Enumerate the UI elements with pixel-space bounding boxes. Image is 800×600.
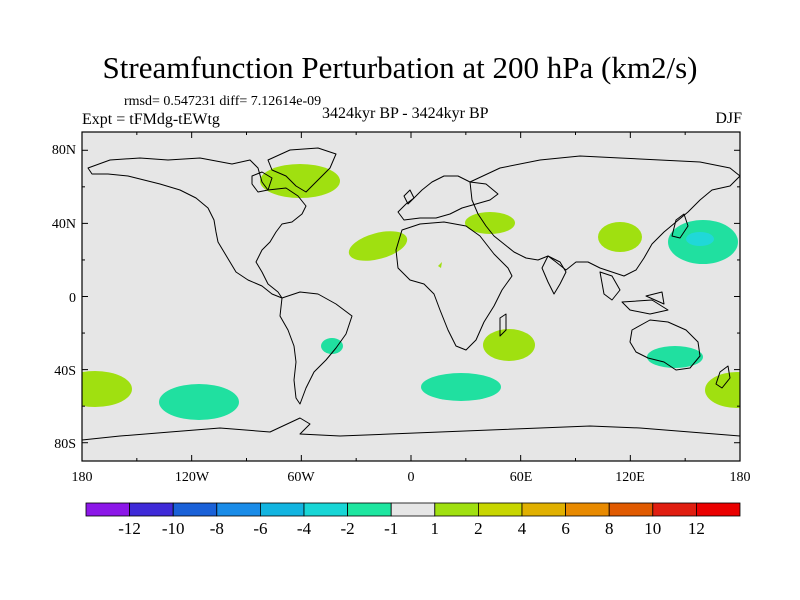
colorbar-label: -8 — [210, 519, 224, 538]
lon-label-60e: 60E — [510, 470, 533, 485]
anomaly-south-pacific-west — [82, 371, 132, 407]
coast-uk — [403, 189, 415, 205]
lat-label-0: 0 — [69, 291, 76, 306]
coast-madagascar — [499, 313, 507, 337]
colorbar-label: 12 — [688, 519, 705, 538]
lon-label-0: 0 — [408, 470, 415, 485]
colorbar-label: 8 — [605, 519, 614, 538]
anomaly-north-atlantic — [348, 231, 408, 261]
experiment-label: Expt = tFMdg-tEWtg — [82, 111, 220, 128]
anomaly-south-atlantic-coast — [321, 338, 343, 354]
colorbar-swatch — [259, 502, 305, 517]
anomaly-south-atlantic — [421, 373, 501, 401]
colorbar-swatch — [696, 502, 741, 517]
lat-label-80s: 80S — [54, 437, 76, 452]
coast-north-america — [87, 157, 307, 299]
season-label: DJF — [715, 110, 742, 127]
colorbar-swatch — [85, 502, 130, 517]
colorbar-label: 1 — [431, 519, 440, 538]
coast-asia — [469, 155, 740, 277]
colorbar-swatch — [347, 502, 392, 517]
lat-label-80n: 80N — [52, 143, 76, 158]
lon-label-120e: 120E — [615, 470, 645, 485]
colorbar-label: -4 — [297, 519, 312, 538]
coast-south-america — [279, 291, 353, 405]
colorbar-swatch — [129, 502, 174, 517]
coast-africa — [395, 221, 513, 351]
colorbar-swatch — [303, 502, 348, 517]
colorbar-swatch — [521, 502, 566, 517]
plot-title: Streamfunction Perturbation at 200 hPa (… — [102, 50, 698, 85]
anomaly-sw-indian — [483, 329, 535, 361]
lon-label-120w: 120W — [175, 470, 210, 485]
lat-label-40s: 40S — [54, 364, 76, 379]
colorbar: -12 -10 -8 -6 -4 -2 -1 1 2 4 6 8 10 12 — [85, 502, 741, 538]
rmsd-diff-stats: rmsd= 0.547231 diff= 7.12614e-09 — [124, 94, 322, 109]
colorbar-swatch — [172, 502, 218, 517]
coast-greenland — [267, 147, 337, 193]
coastlines — [82, 147, 740, 441]
colorbar-swatch — [652, 502, 697, 517]
anomaly-south-australia — [647, 346, 703, 368]
colorbar-label: 10 — [644, 519, 661, 538]
coast-japan — [671, 213, 689, 239]
coast-new-zealand — [715, 365, 731, 389]
anomaly-tasman — [705, 372, 740, 408]
colorbar-label: -6 — [253, 519, 267, 538]
coast-australia — [629, 319, 701, 371]
coast-india — [541, 255, 567, 295]
colorbar-label: -1 — [384, 519, 398, 538]
period-label: 3424kyr BP - 3424kyr BP — [322, 105, 489, 122]
coast-antarctica — [82, 417, 740, 441]
colorbar-swatch — [565, 502, 610, 517]
coast-southeast-asia — [599, 271, 669, 315]
coast-hudson-bay — [251, 171, 273, 193]
anomaly-southeast-pacific — [159, 384, 239, 420]
colorbar-label: 4 — [518, 519, 527, 538]
colorbar-label: -12 — [118, 519, 141, 538]
anomaly-small-africa — [438, 262, 442, 268]
anomaly-greenland — [260, 164, 340, 198]
anomaly-middle-east — [465, 212, 515, 234]
colorbar-label: 6 — [561, 519, 570, 538]
lat-label-40n: 40N — [52, 217, 76, 232]
anomaly-northwest-pacific-core — [686, 232, 714, 246]
colorbar-swatch — [477, 502, 523, 517]
anomaly-regions — [82, 164, 740, 420]
lon-label-180w: 180 — [72, 470, 93, 485]
colorbar-swatch — [390, 502, 436, 517]
colorbar-label: 2 — [474, 519, 483, 538]
colorbar-swatch — [434, 502, 479, 517]
colorbar-swatch — [216, 502, 261, 517]
anomaly-east-asia — [598, 222, 642, 252]
lon-label-60w: 60W — [287, 470, 315, 485]
lon-label-180e: 180 — [730, 470, 751, 485]
colorbar-label: -10 — [162, 519, 185, 538]
colorbar-swatch — [608, 502, 654, 517]
colorbar-label: -2 — [341, 519, 355, 538]
axis-ticks — [81, 132, 741, 461]
